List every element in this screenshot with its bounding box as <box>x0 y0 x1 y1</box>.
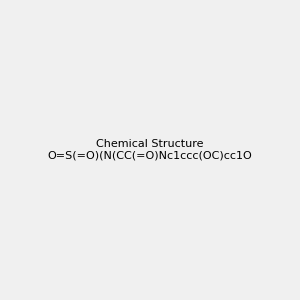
Text: Chemical Structure
O=S(=O)(N(CC(=O)Nc1ccc(OC)cc1O: Chemical Structure O=S(=O)(N(CC(=O)Nc1cc… <box>48 139 252 161</box>
